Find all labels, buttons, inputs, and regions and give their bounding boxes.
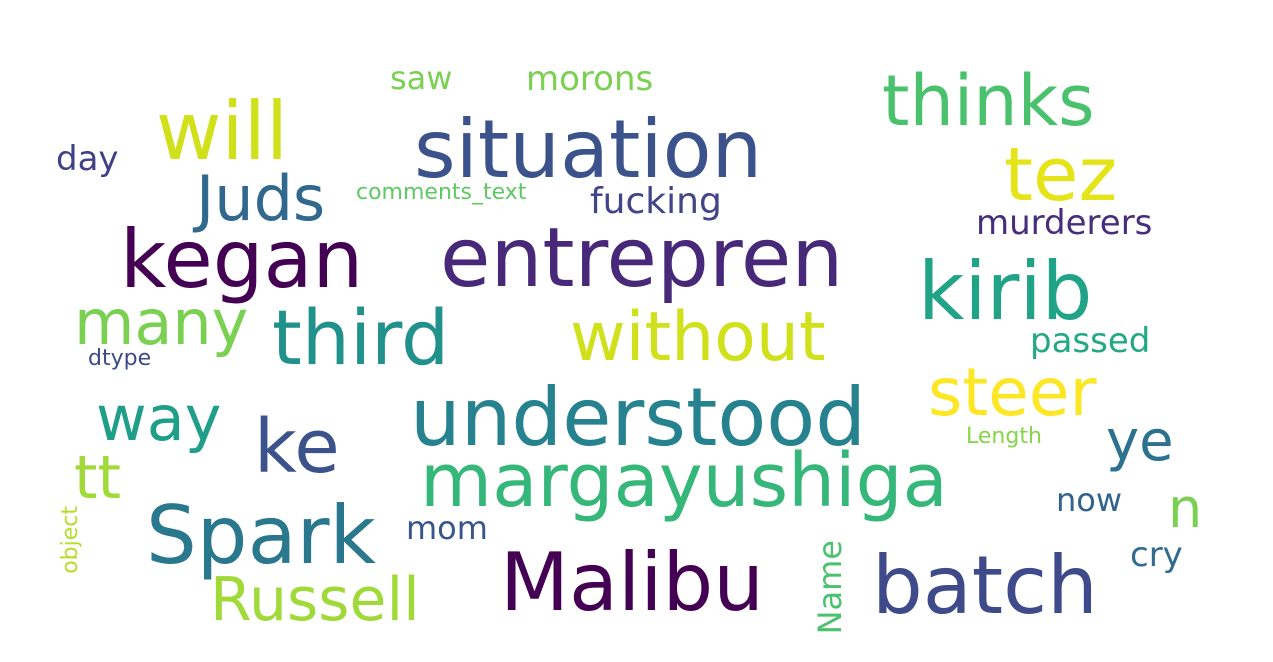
word-cry: cry (1130, 535, 1183, 575)
word-many: many (74, 286, 249, 359)
word-now: now (1056, 481, 1123, 519)
word-without: without (570, 298, 826, 377)
word-n: n (1168, 477, 1203, 540)
word-fucking: fucking (590, 181, 722, 222)
word-batch: batch (872, 539, 1098, 632)
word-way: way (96, 382, 222, 455)
word-third: third (272, 293, 450, 382)
word-kirib: kirib (918, 245, 1093, 338)
word-day: day (56, 139, 119, 179)
word-kegan: kegan (120, 213, 364, 306)
word-name: Name (811, 540, 849, 635)
word-spark: Spark (146, 489, 376, 582)
word-will: will (156, 85, 289, 178)
word-morons: morons (526, 59, 654, 99)
word-entrepren: entrepren (440, 211, 844, 306)
word-saw: saw (390, 59, 453, 97)
word-tez: tez (1004, 132, 1118, 218)
word-passed: passed (1030, 321, 1151, 361)
word-tt: tt (74, 443, 122, 513)
word-mom: mom (406, 509, 488, 547)
word-length: Length (966, 424, 1042, 449)
word-ye: ye (1106, 409, 1174, 474)
word-russell: Russell (210, 565, 420, 635)
word-steer: steer (928, 354, 1097, 431)
word-ke: ke (254, 404, 340, 490)
word-object: object (58, 506, 83, 574)
word-thinks: thinks (882, 60, 1095, 142)
word-comments-text: comments_text (356, 180, 527, 205)
word-margayushiga: margayushiga (420, 438, 948, 524)
word-malibu: Malibu (500, 536, 764, 629)
word-juds: Juds (196, 162, 326, 235)
word-dtype: dtype (88, 346, 152, 371)
word-murderers: murderers (976, 203, 1153, 243)
word-understood: understood (410, 371, 867, 464)
word-situation: situation (414, 103, 763, 196)
